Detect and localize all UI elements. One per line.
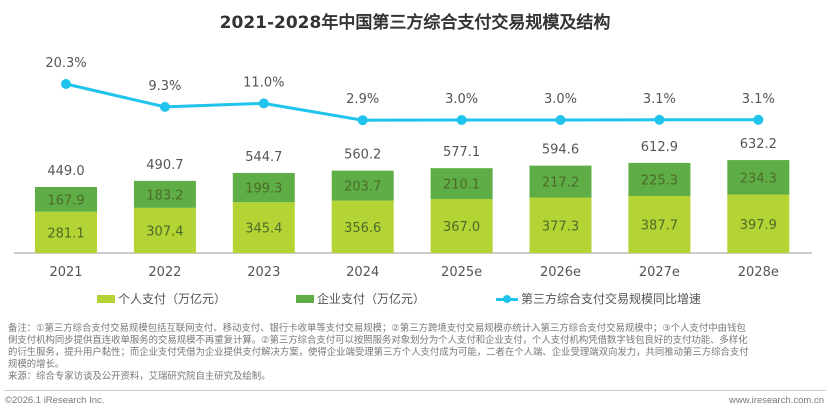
note-line: 规模的增长。 (8, 359, 65, 370)
bar-personal (133, 207, 196, 253)
bars-group: 281.1 167.9 449.0 307.4 183.2 490.7 345.4 199.3… (14, 137, 812, 254)
x-tick-label: 2024 (346, 265, 379, 280)
bar-enterprise (232, 172, 295, 203)
data-label-personal: 356.6 (344, 221, 381, 236)
bar-enterprise (331, 170, 394, 201)
data-label-enterprise: 199.3 (245, 182, 282, 197)
x-tick-label: 2027e (639, 265, 680, 280)
legend-label-personal: 个人支付（万亿元） (118, 292, 227, 306)
bar-personal (430, 199, 493, 253)
growth-label: 3.1% (643, 92, 676, 107)
data-label-enterprise: 183.2 (146, 188, 183, 203)
growth-point (357, 115, 368, 126)
bar-enterprise (628, 162, 691, 197)
data-label-personal: 377.3 (542, 219, 579, 234)
bar-enterprise (430, 168, 493, 200)
data-label-personal: 397.9 (740, 218, 777, 233)
bar-enterprise (133, 180, 196, 208)
bar-personal (331, 200, 394, 253)
data-label-enterprise: 225.3 (641, 173, 678, 188)
legend-item-growth: 第三方综合支付交易规模同比增速 (496, 290, 701, 307)
bar-enterprise (35, 186, 97, 212)
legend-item-personal: 个人支付（万亿元） (97, 290, 226, 307)
copyright: ©2026.1 iResearch Inc. (5, 395, 105, 406)
notes-block: 备注：①第三方综合支付交易规模包括互联网支付、移动支付、银行卡收单等支付交易规模… (8, 323, 823, 383)
bar-personal (35, 211, 97, 253)
data-label-total: 490.7 (146, 158, 183, 173)
x-tick-label: 2021 (49, 265, 82, 280)
growth-line (65, 82, 759, 122)
website-link[interactable]: www.iresearch.com.cn (728, 395, 824, 406)
data-label-total: 594.6 (542, 143, 579, 158)
growth-point (753, 114, 764, 125)
growth-point (654, 114, 665, 125)
data-label-enterprise: 203.7 (344, 180, 381, 195)
bar-personal (628, 196, 691, 253)
bar-enterprise (529, 165, 592, 198)
note-line: 侧支付机构同步提供直连收单服务的交易规模不再重复计算。②第三方综合支付可以按照服… (8, 335, 748, 346)
bar-personal (727, 194, 790, 253)
data-label-total: 612.9 (641, 140, 678, 155)
chart-plot: 281.1 167.9 449.0 307.4 183.2 490.7 345.4 199.3… (14, 56, 812, 280)
growth-point (555, 115, 566, 125)
growth-label: 20.3% (45, 56, 86, 71)
legend-label-growth: 第三方综合支付交易规模同比增速 (521, 292, 702, 306)
growth-label: 3.0% (445, 92, 478, 107)
x-axis-labels: 2021 2022 2023 2024 2025e 2026e 2027e 2028e (49, 265, 778, 280)
growth-label: 3.1% (742, 92, 775, 107)
growth-point (159, 101, 170, 112)
growth-label: 9.3% (148, 79, 181, 94)
legend-line-marker-icon (496, 294, 518, 304)
legend-swatch-enterprise (296, 294, 314, 303)
data-label-enterprise: 234.3 (740, 171, 777, 186)
x-tick-label: 2028e (738, 265, 779, 280)
legend: 个人支付（万亿元） 企业支付（万亿元） 第三方综合支付交易规模同比增速 (0, 290, 830, 310)
data-label-personal: 307.4 (146, 224, 183, 239)
note-line: 的衍生服务，提升用户黏性；而企业支付凭借为企业提供支付解决方案，使得企业端受理第… (8, 347, 749, 358)
data-label-enterprise: 167.9 (47, 193, 84, 208)
footer-divider (4, 390, 826, 391)
data-label-total: 577.1 (443, 145, 480, 160)
legend-label-enterprise: 企业支付（万亿元） (317, 292, 426, 306)
data-label-total: 544.7 (245, 150, 282, 165)
data-label-total: 632.2 (740, 137, 777, 152)
growth-point (456, 115, 467, 125)
growth-point (61, 79, 71, 89)
growth-point (258, 98, 269, 109)
legend-item-enterprise: 企业支付（万亿元） (296, 290, 425, 307)
growth-label: 11.0% (243, 75, 284, 90)
data-label-total: 449.0 (47, 164, 84, 179)
chart-title: 2021-2028年中国第三方综合支付交易规模及结构 (219, 13, 611, 33)
legend-swatch-personal (97, 294, 115, 303)
growth-line-group: 20.3% 9.3% 11.0% 2.9% 3.0% 3.0% 3.1% 3.1% (45, 56, 775, 126)
data-label-total: 560.2 (344, 148, 381, 163)
data-label-enterprise: 210.1 (443, 178, 480, 193)
bar-personal (529, 197, 592, 253)
bar-enterprise (727, 160, 790, 195)
data-label-personal: 387.7 (641, 219, 678, 234)
growth-label: 2.9% (346, 92, 379, 107)
data-label-personal: 367.0 (443, 220, 480, 235)
data-label-enterprise: 217.2 (542, 176, 579, 191)
growth-label: 3.0% (544, 92, 577, 107)
data-label-personal: 345.4 (245, 222, 282, 237)
x-tick-label: 2022 (148, 265, 181, 280)
note-line: 备注：①第三方综合支付交易规模包括互联网支付、移动支付、银行卡收单等支付交易规模… (8, 323, 746, 334)
x-tick-label: 2025e (441, 265, 482, 280)
x-tick-label: 2026e (540, 265, 581, 280)
x-tick-label: 2023 (247, 265, 280, 280)
source-line: 来源：综合专家访谈及公开资料，艾瑞研究院自主研究及绘制。 (8, 371, 271, 382)
data-label-personal: 281.1 (47, 226, 84, 241)
bar-personal (232, 202, 295, 253)
